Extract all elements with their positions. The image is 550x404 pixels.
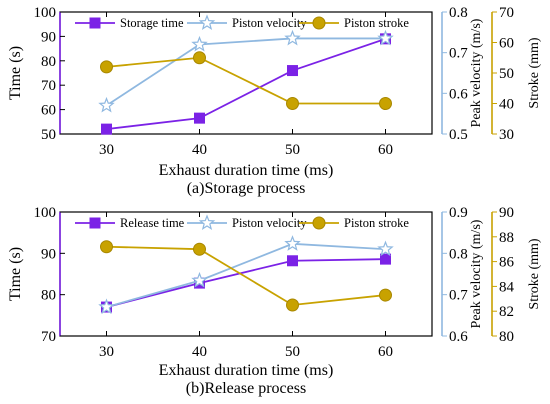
series-line-square [106, 258, 386, 308]
y-right1-tick-label: 0.5 [449, 127, 468, 143]
series-line-star [106, 242, 386, 308]
x-tick-label: 60 [378, 142, 393, 158]
plot-frame [59, 11, 433, 135]
legend-marker-square [89, 217, 101, 229]
data-point-square [380, 253, 391, 265]
y-left-tick-label: 90 [41, 29, 56, 45]
y-right1-tick-label: 0.7 [449, 288, 468, 304]
panel-caption: (b)Release process [186, 380, 306, 397]
data-point-circle [286, 97, 299, 110]
data-point-star [284, 235, 301, 251]
y-right2-tick-label: 82 [499, 304, 514, 320]
y-right2-tick-label: 90 [499, 205, 514, 221]
data-point-star [98, 298, 115, 315]
panel-caption: (a)Storage process [187, 180, 306, 197]
y-right2-tick-label: 80 [499, 329, 514, 345]
y-left-tick-label: 100 [34, 205, 57, 221]
legend-marker-square [89, 17, 101, 29]
y-right2-tick-label: 60 [499, 36, 514, 52]
y-left-tick-label: 60 [41, 103, 56, 119]
y-left-tick-label: 80 [41, 288, 56, 304]
data-point-circle [286, 298, 299, 312]
legend-label: Piston velocity [232, 16, 307, 30]
data-point-star [377, 240, 394, 257]
x-tick-label: 50 [285, 142, 300, 158]
x-tick-label: 30 [99, 142, 114, 158]
data-point-star [191, 35, 208, 52]
y-right1-axis-title: Peak velocity (m/s) [469, 219, 484, 328]
y-left-tick-label: 90 [41, 246, 56, 262]
legend-marker-star [198, 214, 216, 231]
data-point-square [101, 123, 112, 135]
legend-label: Piston stroke [344, 216, 409, 230]
legend-marker-circle [312, 216, 326, 230]
data-point-star [284, 29, 301, 46]
y-right2-tick-label: 40 [499, 97, 514, 113]
series-line-circle [106, 245, 386, 306]
y-left-tick-label: 100 [34, 5, 57, 21]
data-point-circle [193, 242, 206, 256]
series-line-circle [106, 56, 386, 105]
data-point-circle [379, 288, 392, 302]
plot-frame [59, 211, 433, 337]
data-point-star [98, 96, 115, 113]
x-tick-label: 30 [99, 344, 114, 360]
y-right1-tick-label: 0.8 [449, 246, 468, 262]
y-right2-axis-title: Stroke (mm) [527, 238, 542, 309]
legend-label: Storage time [120, 16, 184, 30]
x-axis-title: Exhaust duration time (ms) [159, 362, 334, 379]
data-point-square [194, 112, 205, 124]
y-right2-tick-label: 84 [499, 279, 515, 295]
data-point-square [287, 255, 298, 267]
x-tick-label: 40 [192, 344, 207, 360]
data-point-circle [100, 60, 113, 74]
y-right1-tick-label: 0.7 [449, 46, 468, 62]
data-point-star [377, 29, 394, 46]
legend-label: Release time [120, 216, 185, 230]
y-left-tick-label: 80 [41, 54, 56, 70]
data-point-circle [379, 97, 392, 110]
y-right1-tick-label: 0.6 [449, 86, 468, 102]
y-right2-tick-label: 88 [499, 230, 514, 246]
y-left-axis-title: Time (s) [7, 247, 24, 301]
y-left-tick-label: 50 [41, 127, 56, 143]
legend-marker-star [198, 14, 216, 31]
y-right2-axis-title: Stroke (mm) [527, 37, 542, 108]
legend-label: Piston velocity [232, 216, 307, 230]
data-point-square [287, 65, 298, 77]
data-point-star [191, 271, 208, 288]
x-axis-title: Exhaust duration time (ms) [159, 162, 334, 179]
legend-label: Piston stroke [344, 16, 409, 30]
x-tick-label: 60 [378, 344, 393, 360]
data-point-circle [100, 240, 113, 254]
data-point-circle [193, 51, 206, 65]
y-right2-tick-label: 86 [499, 255, 515, 271]
x-tick-label: 40 [192, 142, 207, 158]
y-right2-tick-label: 30 [499, 127, 514, 143]
series-line-star [106, 37, 386, 107]
x-tick-label: 50 [285, 344, 300, 360]
series-line-square [106, 37, 386, 131]
y-left-tick-label: 70 [41, 78, 56, 94]
y-right1-tick-label: 0.6 [449, 329, 468, 345]
y-right2-tick-label: 70 [499, 5, 514, 21]
y-right1-axis-title: Peak velocity (m/s) [469, 18, 484, 127]
y-right2-tick-label: 50 [499, 66, 514, 82]
y-left-tick-label: 70 [41, 329, 56, 345]
y-right1-tick-label: 0.8 [449, 5, 468, 21]
y-left-axis-title: Time (s) [7, 46, 24, 100]
y-right1-tick-label: 0.9 [449, 205, 468, 221]
legend-marker-circle [312, 16, 326, 30]
